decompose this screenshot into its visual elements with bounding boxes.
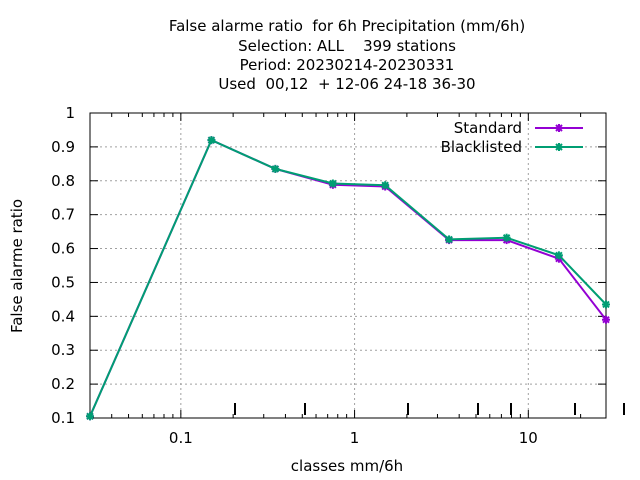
data-point [555,124,563,132]
y-tick-label: 0.7 [51,206,75,224]
data-point [502,233,511,242]
y-axis-label: False alarme ratio [8,199,26,333]
data-point [602,300,610,309]
x-tick-label: 0.1 [169,429,193,447]
chart-title-line-2: Selection: ALL 399 stations [238,37,456,55]
y-tick-label: 0.9 [51,138,75,156]
data-point [555,143,563,151]
legend-label-standard: Standard [454,119,522,137]
y-tick-label: 0.6 [51,240,75,258]
y-tick-label: 0.1 [51,409,75,427]
data-point [207,136,216,145]
data-point [602,315,610,324]
axis-layer: 0.1 0.2 0.3 0.4 0.5 0.6 0.7 0.8 0.9 1 0.1 1 10 [51,104,625,447]
y-tick-label: 0.4 [51,307,75,325]
data-point [445,235,454,244]
chart-title-line-1: False alarme ratio for 6h Precipitation … [168,17,526,35]
data-point [328,179,337,188]
y-tick-label: 1 [65,104,75,122]
chart-title-line-4: Used 00,12 + 12-06 24-18 36-30 [218,75,476,93]
x-tick-label: 10 [519,429,538,447]
y-tick-label: 0.5 [51,273,75,291]
y-tick-label: 0.3 [51,341,75,359]
x-tick-label: 1 [350,429,360,447]
y-tick-label: 0.8 [51,172,75,190]
x-axis-label: classes mm/6h [291,457,403,475]
data-point [381,181,390,190]
grid-layer [90,113,606,418]
data-point [554,251,563,260]
legend-label-blacklisted: Blacklisted [441,138,522,156]
data-point [86,412,94,421]
series-layer [86,136,610,421]
plot-frame [89,112,607,419]
y-tick-label: 0.2 [51,375,75,393]
data-point [271,164,280,173]
chart-title-line-3: Period: 20230214-20230331 [239,56,455,74]
